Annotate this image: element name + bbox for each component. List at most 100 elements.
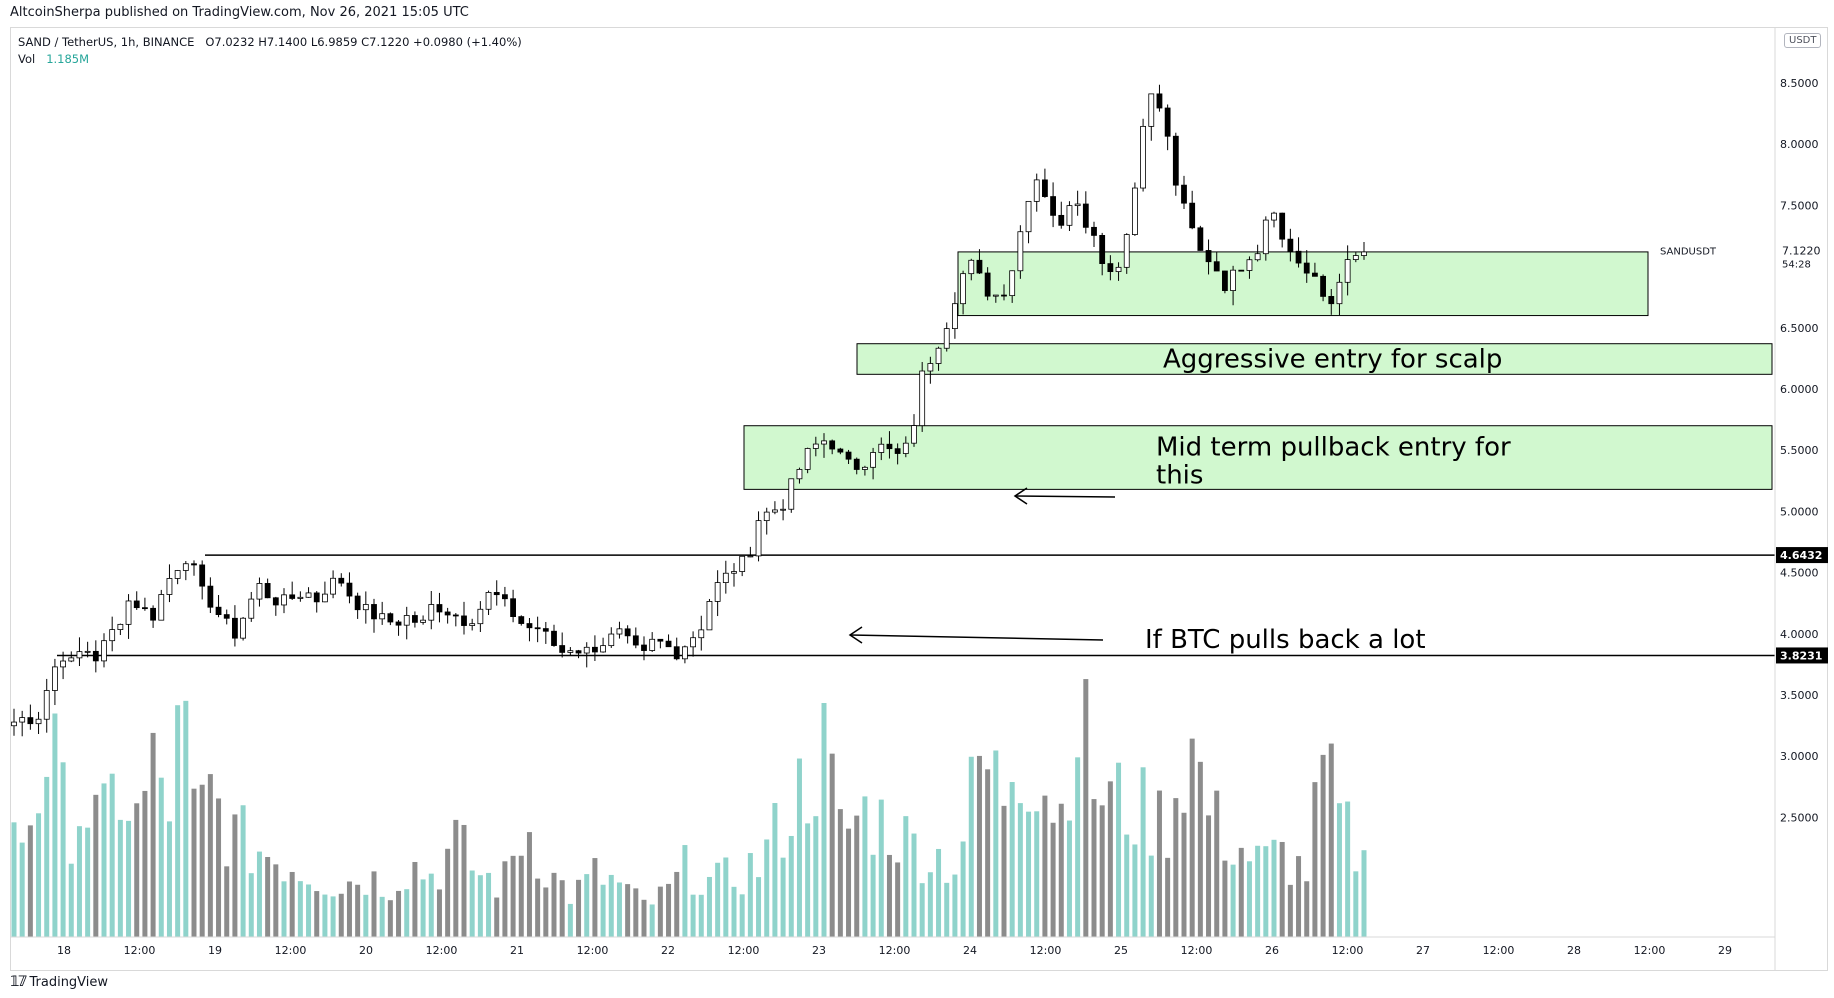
legend-symbol-row: SAND / TetherUS, 1h, BINANCE O7.0232 H7.… bbox=[18, 34, 522, 51]
candle-body bbox=[1230, 269, 1236, 291]
candle-body bbox=[502, 594, 508, 600]
candle-body bbox=[1213, 261, 1220, 272]
volume-bar bbox=[723, 857, 729, 937]
volume-bar bbox=[870, 854, 876, 937]
candle-body bbox=[551, 630, 557, 646]
entry-zone bbox=[856, 343, 1773, 375]
entry-zone bbox=[957, 251, 1649, 317]
candle-body bbox=[289, 594, 296, 599]
candle-body bbox=[461, 615, 467, 626]
candle-body bbox=[101, 640, 107, 662]
volume-bar bbox=[265, 856, 271, 937]
candle-body bbox=[1017, 231, 1024, 272]
volume-bar bbox=[1312, 782, 1318, 937]
volume-bars bbox=[11, 679, 1367, 937]
candle-body bbox=[731, 571, 737, 574]
candle-body bbox=[1254, 253, 1261, 261]
candle-body bbox=[1074, 203, 1081, 207]
candle-body bbox=[158, 594, 165, 621]
candle-body bbox=[632, 635, 639, 646]
volume-bar bbox=[1107, 781, 1113, 937]
candle-body bbox=[600, 645, 606, 653]
candle-body bbox=[1320, 275, 1326, 297]
candle-body bbox=[1344, 259, 1351, 283]
volume-bar bbox=[821, 703, 827, 937]
candle-body bbox=[11, 721, 17, 727]
arrow-line bbox=[1014, 495, 1116, 498]
candle-body bbox=[583, 646, 590, 654]
candle-body bbox=[305, 592, 312, 598]
volume-bar bbox=[371, 871, 377, 937]
candle-body bbox=[1099, 235, 1106, 264]
legend-ohlc: O7.0232 H7.1400 L6.9859 C7.1220 +0.0980 … bbox=[205, 35, 522, 49]
time-tick-label: 12:00 bbox=[1332, 944, 1364, 957]
time-tick-label: 28 bbox=[1567, 944, 1581, 957]
volume-bar bbox=[567, 903, 573, 937]
published-by-text: AltcoinSherpa published on TradingView.c… bbox=[10, 5, 469, 20]
candle-body bbox=[379, 613, 386, 620]
price-tick-label: 6.0000 bbox=[1780, 383, 1819, 396]
volume-bar bbox=[919, 883, 925, 937]
volume-bar bbox=[952, 874, 958, 937]
volume-bar bbox=[281, 881, 287, 937]
volume-bar bbox=[1304, 881, 1310, 937]
volume-bar bbox=[158, 777, 164, 937]
volume-bar bbox=[1050, 822, 1056, 937]
candle-body bbox=[469, 623, 476, 626]
volume-bar bbox=[1296, 856, 1302, 937]
volume-bar bbox=[780, 857, 786, 937]
candle-body bbox=[1009, 270, 1016, 297]
volume-bar bbox=[1189, 738, 1195, 937]
candle-body bbox=[1287, 238, 1294, 252]
volume-bar bbox=[535, 878, 541, 937]
volume-bar bbox=[993, 750, 999, 937]
volume-bar bbox=[183, 700, 189, 937]
time-tick-label: 12:00 bbox=[577, 944, 609, 957]
volume-bar bbox=[1099, 805, 1105, 937]
candle-body bbox=[690, 637, 696, 648]
price-unit-button[interactable]: USDT bbox=[1784, 33, 1822, 48]
volume-bar bbox=[412, 861, 418, 937]
volume-bar bbox=[600, 884, 606, 937]
volume-bar bbox=[117, 819, 123, 937]
candle-body bbox=[968, 259, 975, 275]
volume-bar bbox=[68, 863, 74, 937]
tradingview-logo[interactable]: 𝟙𝟟 TradingView bbox=[10, 974, 108, 990]
annotation-texts: Aggressive entry for scalp Mid term pullb… bbox=[1145, 345, 1511, 655]
legend-symbol[interactable]: SAND / TetherUS, 1h, BINANCE bbox=[18, 35, 195, 49]
volume-bar bbox=[772, 803, 778, 937]
candle-body bbox=[952, 303, 958, 330]
candle-body bbox=[1025, 200, 1032, 233]
time-tick-label: 12:00 bbox=[1483, 944, 1515, 957]
candle-body bbox=[575, 650, 582, 654]
time-tick-label: 12:00 bbox=[1030, 944, 1062, 957]
candle-body bbox=[387, 613, 394, 623]
candle-body bbox=[1140, 125, 1146, 189]
volume-bar bbox=[1287, 884, 1293, 937]
candle-body bbox=[19, 717, 26, 723]
candle-body bbox=[248, 598, 255, 619]
candle-body bbox=[1132, 187, 1138, 235]
candle-body bbox=[346, 582, 353, 597]
annotation-text: If BTC pulls back a lot bbox=[1145, 625, 1426, 655]
price-tick-label: 8.5000 bbox=[1780, 77, 1819, 90]
volume-bar bbox=[1026, 811, 1032, 937]
volume-bar bbox=[175, 705, 181, 937]
candle-body bbox=[780, 508, 786, 511]
level-price-tag bbox=[1776, 647, 1828, 664]
candle-body bbox=[182, 563, 189, 571]
candle-body bbox=[1148, 93, 1155, 127]
arrow-head bbox=[848, 626, 863, 644]
candle-body bbox=[485, 592, 492, 610]
volume-bar bbox=[207, 774, 213, 937]
volume-bar bbox=[1058, 803, 1064, 937]
volume-bar bbox=[584, 874, 590, 937]
candle-body bbox=[322, 593, 328, 603]
last-price-symbol: SANDUSDT bbox=[1660, 247, 1717, 258]
volume-bar bbox=[608, 874, 614, 937]
candle-body bbox=[657, 638, 664, 642]
volume-bar bbox=[706, 876, 712, 937]
volume-bar bbox=[379, 896, 385, 937]
volume-bar bbox=[641, 899, 647, 937]
